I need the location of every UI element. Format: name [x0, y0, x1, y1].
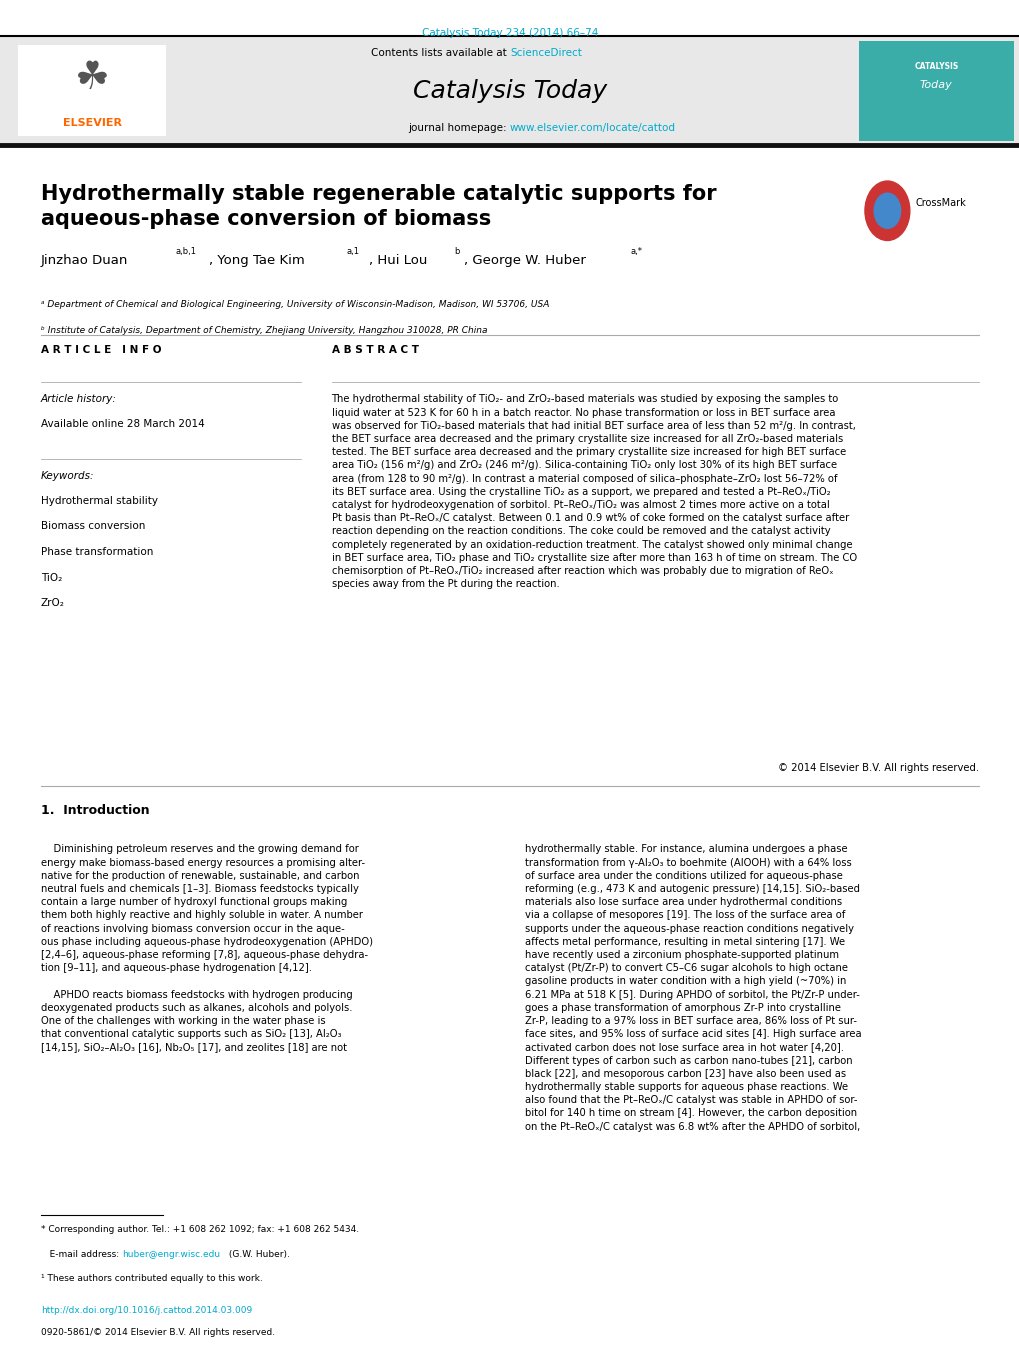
Text: ¹ These authors contributed equally to this work.: ¹ These authors contributed equally to t… [41, 1274, 262, 1283]
Text: ELSEVIER: ELSEVIER [63, 118, 122, 128]
Text: 0920-5861/© 2014 Elsevier B.V. All rights reserved.: 0920-5861/© 2014 Elsevier B.V. All right… [41, 1328, 275, 1337]
Text: (G.W. Huber).: (G.W. Huber). [226, 1250, 290, 1259]
Text: huber@engr.wisc.edu: huber@engr.wisc.edu [122, 1250, 220, 1259]
FancyBboxPatch shape [18, 45, 166, 136]
Text: 1.  Introduction: 1. Introduction [41, 804, 149, 817]
Text: Diminishing petroleum reserves and the growing demand for
energy make biomass-ba: Diminishing petroleum reserves and the g… [41, 844, 372, 1052]
Text: Catalysis Today 234 (2014) 66–74: Catalysis Today 234 (2014) 66–74 [422, 28, 597, 38]
Text: CrossMark: CrossMark [915, 197, 966, 208]
Text: A R T I C L E   I N F O: A R T I C L E I N F O [41, 345, 161, 354]
Text: b: b [453, 247, 459, 257]
Text: Jinzhao Duan: Jinzhao Duan [41, 254, 128, 267]
FancyBboxPatch shape [858, 41, 1013, 141]
Text: ᵇ Institute of Catalysis, Department of Chemistry, Zhejiang University, Hangzhou: ᵇ Institute of Catalysis, Department of … [41, 326, 487, 335]
Text: ☘: ☘ [75, 58, 110, 96]
Text: ᵃ Department of Chemical and Biological Engineering, University of Wisconsin-Mad: ᵃ Department of Chemical and Biological … [41, 300, 548, 309]
Text: Available online 28 March 2014: Available online 28 March 2014 [41, 419, 205, 428]
Text: , George W. Huber: , George W. Huber [464, 254, 585, 267]
Text: ZrO₂: ZrO₂ [41, 598, 64, 608]
Text: CATALYSIS: CATALYSIS [913, 62, 958, 72]
Text: Keywords:: Keywords: [41, 471, 94, 481]
Text: Phase transformation: Phase transformation [41, 547, 153, 557]
Text: a,*: a,* [630, 247, 642, 257]
Text: Article history:: Article history: [41, 394, 116, 404]
Text: ScienceDirect: ScienceDirect [510, 47, 581, 58]
Text: Contents lists available at: Contents lists available at [371, 47, 510, 58]
Text: www.elsevier.com/locate/cattod: www.elsevier.com/locate/cattod [510, 123, 676, 134]
Text: E-mail address:: E-mail address: [41, 1250, 121, 1259]
Circle shape [864, 181, 909, 240]
Circle shape [873, 193, 900, 228]
Text: , Yong Tae Kim: , Yong Tae Kim [209, 254, 305, 267]
Text: Hydrothermal stability: Hydrothermal stability [41, 496, 158, 505]
Text: Hydrothermally stable regenerable catalytic supports for
aqueous-phase conversio: Hydrothermally stable regenerable cataly… [41, 184, 715, 228]
Text: TiO₂: TiO₂ [41, 573, 62, 582]
Text: * Corresponding author. Tel.: +1 608 262 1092; fax: +1 608 262 5434.: * Corresponding author. Tel.: +1 608 262… [41, 1225, 359, 1235]
Text: http://dx.doi.org/10.1016/j.cattod.2014.03.009: http://dx.doi.org/10.1016/j.cattod.2014.… [41, 1306, 252, 1316]
FancyBboxPatch shape [0, 36, 1019, 145]
Text: Catalysis Today: Catalysis Today [413, 78, 606, 103]
Text: hydrothermally stable. For instance, alumina undergoes a phase
transformation fr: hydrothermally stable. For instance, alu… [525, 844, 861, 1132]
Text: Today: Today [919, 80, 952, 91]
Text: journal homepage:: journal homepage: [408, 123, 510, 134]
Text: Biomass conversion: Biomass conversion [41, 521, 145, 531]
Text: A B S T R A C T: A B S T R A C T [331, 345, 418, 354]
Text: The hydrothermal stability of TiO₂- and ZrO₂-based materials was studied by expo: The hydrothermal stability of TiO₂- and … [331, 394, 856, 589]
Text: a,1: a,1 [346, 247, 360, 257]
Text: , Hui Lou: , Hui Lou [369, 254, 427, 267]
Text: © 2014 Elsevier B.V. All rights reserved.: © 2014 Elsevier B.V. All rights reserved… [777, 763, 978, 773]
Text: a,b,1: a,b,1 [175, 247, 197, 257]
